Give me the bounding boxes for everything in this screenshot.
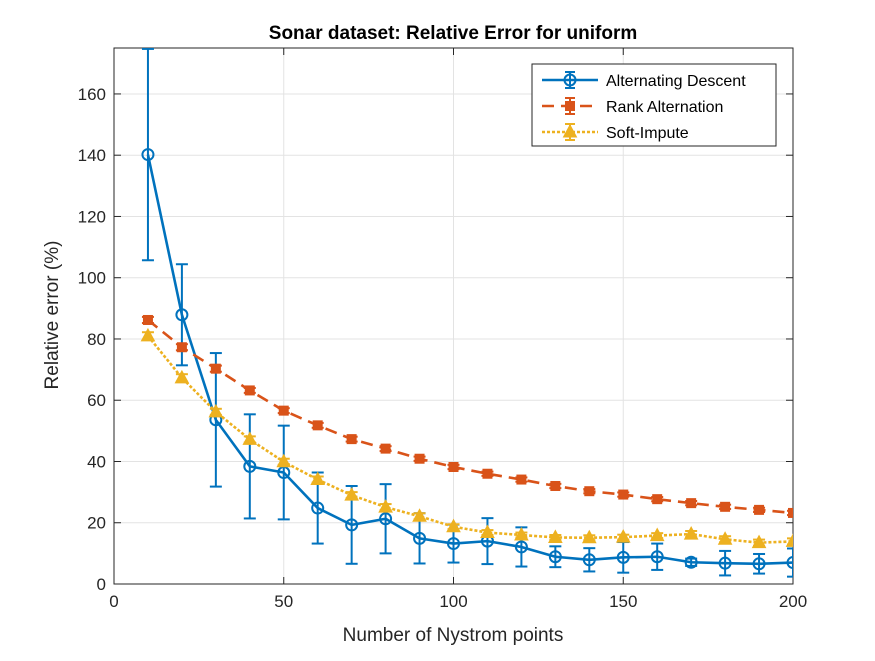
data-point bbox=[785, 533, 793, 547]
data-point bbox=[210, 363, 221, 374]
data-point bbox=[379, 512, 393, 526]
data-point bbox=[380, 443, 391, 454]
y-tick-label: 100 bbox=[78, 269, 106, 288]
data-point bbox=[752, 557, 766, 571]
data-point bbox=[208, 403, 224, 418]
x-tick-label: 50 bbox=[274, 592, 293, 611]
data-point bbox=[244, 385, 255, 396]
data-point bbox=[141, 148, 155, 162]
data-point bbox=[615, 529, 631, 543]
data-point bbox=[345, 518, 359, 532]
data-point bbox=[414, 453, 425, 464]
data-point bbox=[548, 550, 562, 564]
data-point bbox=[312, 420, 323, 431]
x-axis-label: Number of Nystrom points bbox=[343, 625, 564, 646]
data-point bbox=[720, 501, 731, 512]
legend-marker bbox=[565, 101, 575, 111]
y-tick-label: 0 bbox=[97, 575, 106, 594]
data-point bbox=[480, 524, 495, 539]
data-point bbox=[514, 526, 529, 541]
data-point bbox=[311, 501, 325, 515]
data-point bbox=[243, 459, 257, 473]
x-tick-label: 0 bbox=[109, 592, 118, 611]
data-point bbox=[242, 431, 258, 445]
series-square bbox=[141, 314, 793, 518]
y-tick-label: 60 bbox=[87, 391, 106, 410]
data-point bbox=[717, 531, 733, 545]
data-point bbox=[649, 527, 665, 542]
data-point bbox=[686, 498, 697, 509]
data-point bbox=[616, 550, 630, 564]
y-tick-label: 140 bbox=[78, 146, 106, 165]
x-tick-label: 100 bbox=[439, 592, 467, 611]
data-point bbox=[581, 529, 597, 544]
data-point bbox=[346, 434, 357, 445]
legend-label: Rank Alternation bbox=[606, 99, 723, 116]
data-point bbox=[618, 489, 629, 500]
y-tick-label: 80 bbox=[87, 330, 106, 349]
legend-label: Alternating Descent bbox=[606, 73, 746, 90]
data-point bbox=[550, 480, 561, 491]
data-point bbox=[176, 342, 187, 353]
data-point bbox=[650, 550, 664, 564]
y-axis-label: Relative error (%) bbox=[42, 241, 63, 390]
data-point bbox=[413, 531, 427, 545]
data-point bbox=[548, 529, 563, 543]
legend-marker bbox=[562, 123, 578, 138]
data-point bbox=[683, 526, 699, 540]
series-triangle bbox=[140, 327, 793, 549]
data-point bbox=[446, 518, 461, 533]
data-point bbox=[378, 499, 393, 513]
y-tick-label: 160 bbox=[78, 85, 106, 104]
data-point bbox=[718, 556, 732, 570]
data-point bbox=[175, 308, 189, 322]
data-point bbox=[684, 555, 698, 569]
x-tick-label: 150 bbox=[609, 592, 637, 611]
data-point bbox=[584, 486, 595, 497]
data-point bbox=[448, 461, 459, 472]
data-point bbox=[754, 504, 765, 515]
data-point bbox=[751, 534, 767, 549]
data-point bbox=[140, 327, 156, 342]
legend-marker bbox=[563, 73, 577, 87]
data-point bbox=[412, 508, 427, 522]
legend: Alternating Descent Rank Alternation Soft-… bbox=[531, 63, 777, 147]
x-tick-label: 200 bbox=[779, 592, 807, 611]
data-point bbox=[582, 553, 596, 567]
data-point bbox=[276, 453, 292, 468]
data-point bbox=[652, 494, 663, 505]
data-point bbox=[514, 540, 528, 554]
series-line bbox=[147, 318, 793, 515]
y-tick-label: 120 bbox=[78, 207, 106, 226]
data-point bbox=[278, 405, 289, 416]
data-point bbox=[516, 474, 527, 485]
data-point bbox=[310, 471, 326, 486]
y-tick-label: 20 bbox=[87, 514, 106, 533]
legend-label: Soft-Impute bbox=[606, 125, 689, 142]
data-point bbox=[788, 507, 793, 518]
data-point bbox=[344, 487, 359, 501]
data-point bbox=[174, 369, 190, 384]
chart-title: Sonar dataset: Relative Error for unifor… bbox=[269, 23, 637, 44]
data-point bbox=[142, 314, 153, 325]
data-point bbox=[447, 537, 460, 551]
data-point bbox=[786, 556, 793, 570]
y-tick-label: 40 bbox=[87, 452, 106, 471]
data-point bbox=[482, 468, 493, 479]
